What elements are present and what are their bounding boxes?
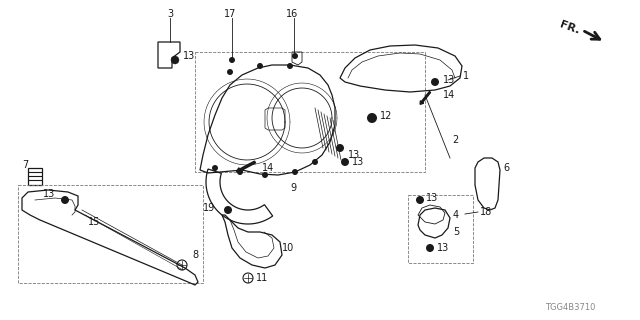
Circle shape	[257, 63, 263, 69]
Text: 13: 13	[426, 193, 438, 203]
Circle shape	[171, 56, 179, 64]
Text: 11: 11	[256, 273, 268, 283]
Bar	[195, 52, 425, 172]
Circle shape	[224, 206, 232, 214]
Text: 13: 13	[352, 157, 364, 167]
Text: 5: 5	[453, 227, 460, 237]
Bar	[408, 195, 473, 263]
Text: 13: 13	[43, 189, 55, 199]
Text: 13: 13	[348, 150, 360, 160]
Text: 18: 18	[480, 207, 492, 217]
FancyArrow shape	[236, 161, 255, 172]
Circle shape	[229, 57, 235, 63]
Circle shape	[312, 159, 318, 165]
Text: 7: 7	[22, 160, 28, 170]
Text: 14: 14	[262, 163, 275, 173]
FancyArrow shape	[420, 92, 431, 104]
Text: 13: 13	[183, 51, 195, 61]
Circle shape	[61, 196, 69, 204]
Text: FR.: FR.	[559, 20, 581, 36]
Text: 13: 13	[443, 75, 455, 85]
Text: TGG4B3710: TGG4B3710	[545, 303, 595, 313]
Circle shape	[426, 244, 434, 252]
Circle shape	[237, 169, 243, 175]
Text: 12: 12	[380, 111, 392, 121]
Text: 19: 19	[203, 203, 215, 213]
Text: 2: 2	[452, 135, 458, 145]
Text: 14: 14	[443, 90, 455, 100]
Circle shape	[416, 196, 424, 204]
Circle shape	[212, 165, 218, 171]
Text: 9: 9	[290, 183, 296, 193]
Bar	[18, 185, 203, 283]
Circle shape	[287, 63, 293, 69]
Text: 16: 16	[286, 9, 298, 19]
Text: 3: 3	[167, 9, 173, 19]
Text: 8: 8	[192, 250, 198, 260]
Circle shape	[292, 169, 298, 175]
Text: 17: 17	[224, 9, 236, 19]
Circle shape	[227, 69, 233, 75]
Text: 6: 6	[503, 163, 509, 173]
Circle shape	[336, 144, 344, 152]
Circle shape	[431, 78, 439, 86]
Circle shape	[341, 158, 349, 166]
Text: 13: 13	[437, 243, 449, 253]
Circle shape	[262, 172, 268, 178]
Text: 10: 10	[282, 243, 294, 253]
Circle shape	[367, 113, 377, 123]
Text: 1: 1	[463, 71, 469, 81]
Circle shape	[292, 53, 298, 59]
Text: 4: 4	[453, 210, 459, 220]
Text: 15: 15	[88, 217, 100, 227]
